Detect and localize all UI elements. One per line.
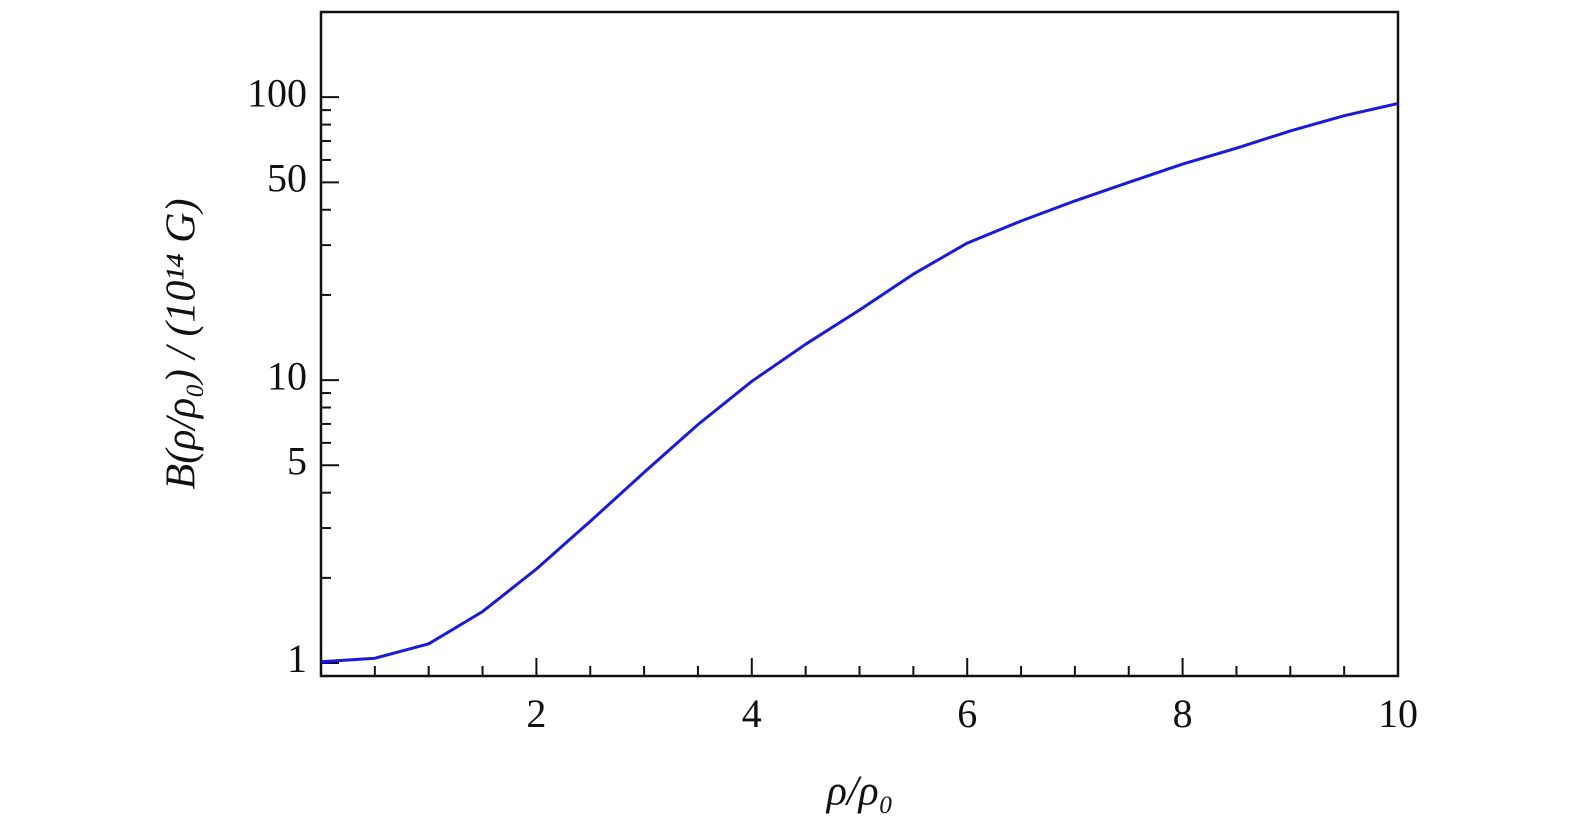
y-tick-label: 50 xyxy=(267,156,307,201)
y-tick-label: 5 xyxy=(287,438,307,483)
x-tick-label: 10 xyxy=(1378,691,1418,736)
x-tick-label: 4 xyxy=(742,691,762,736)
x-tick-label: 2 xyxy=(526,691,546,736)
y-axis-label: B(ρ/ρ₀) / (10¹⁴ G) xyxy=(159,199,205,490)
data-line xyxy=(320,102,1399,664)
y-tick-label: 10 xyxy=(267,353,307,398)
y-tick-label: 100 xyxy=(247,70,307,115)
plot-frame xyxy=(319,10,1400,678)
y-tick-label: 1 xyxy=(287,636,307,681)
x-tick-label: 8 xyxy=(1173,691,1193,736)
x-axis-label: ρ/ρ₀ xyxy=(825,769,894,815)
x-tick-label: 6 xyxy=(957,691,977,736)
